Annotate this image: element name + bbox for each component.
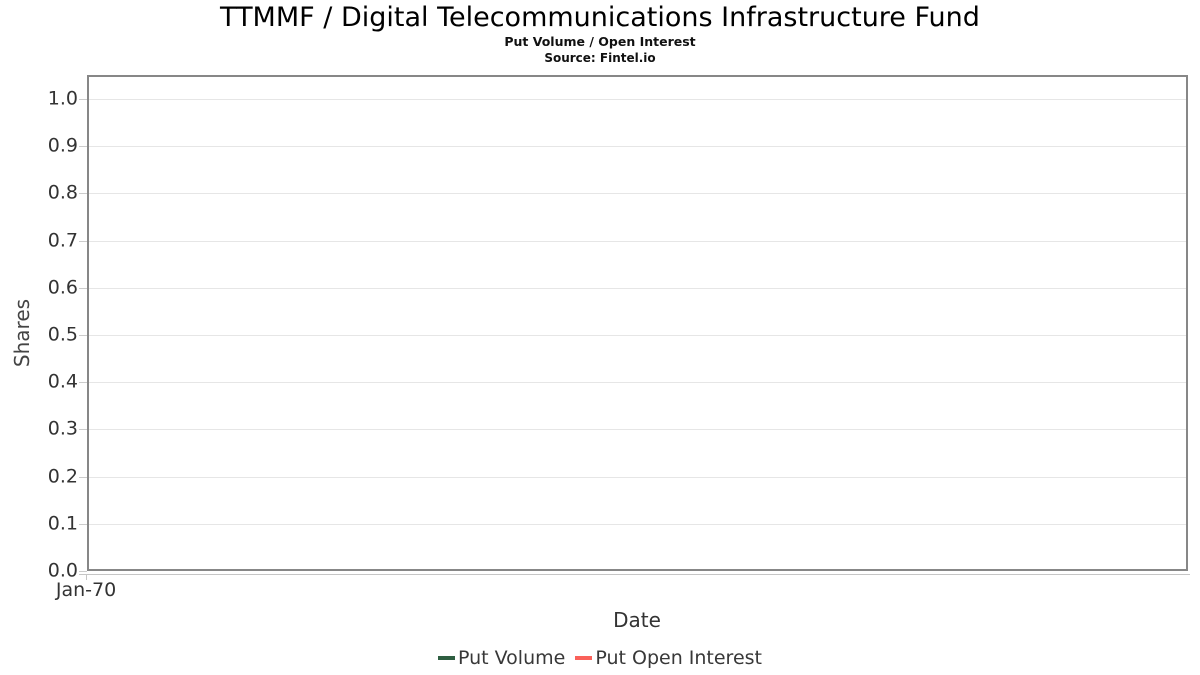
- chart-source: Source: Fintel.io: [544, 51, 656, 65]
- gridline: [89, 146, 1186, 148]
- y-axis-tick: [79, 429, 87, 431]
- x-tick-label: Jan-70: [55, 579, 117, 601]
- gridline: [89, 240, 1186, 242]
- y-tick-label: 0.4: [47, 370, 78, 393]
- y-axis-tick: [79, 382, 87, 384]
- gridline: [89, 382, 1186, 384]
- y-axis-tick: [79, 287, 87, 289]
- y-axis-tick: [79, 571, 87, 572]
- y-tick-label: 0.9: [47, 134, 78, 157]
- y-tick-label: 0.8: [47, 181, 78, 204]
- legend-item-put-volume[interactable]: Put Volume: [438, 647, 565, 669]
- legend-item-put-open-interest[interactable]: Put Open Interest: [575, 647, 762, 669]
- legend-line-swatch: [438, 656, 455, 660]
- plot-area: [87, 75, 1188, 571]
- x-axis-tick: [86, 574, 87, 580]
- y-tick-label: 1.0: [47, 87, 78, 110]
- chart-subtitle: Put Volume / Open Interest: [504, 34, 696, 49]
- y-axis-tick: [79, 193, 87, 195]
- gridline: [89, 476, 1186, 478]
- gridline: [89, 429, 1186, 431]
- y-axis-tick: [79, 99, 87, 100]
- x-axis-line: [79, 574, 1190, 575]
- legend: Put Volume Put Open Interest: [0, 647, 1200, 669]
- y-tick-label: 0.2: [47, 465, 78, 488]
- x-axis-title: Date: [613, 608, 661, 632]
- gridline: [89, 335, 1186, 336]
- y-axis-tick: [79, 523, 87, 525]
- y-axis-tick: [79, 335, 87, 336]
- y-axis-tick: [79, 476, 87, 478]
- y-tick-label: 0.6: [47, 276, 78, 299]
- y-tick-label: 0.5: [47, 323, 78, 346]
- y-axis-tick: [79, 146, 87, 148]
- gridline: [89, 193, 1186, 195]
- legend-label: Put Open Interest: [595, 647, 762, 669]
- y-tick-label: 0.3: [47, 417, 78, 440]
- y-tick-label: 0.7: [47, 229, 78, 252]
- gridline: [89, 99, 1186, 100]
- y-tick-label: 0.0: [47, 559, 78, 582]
- gridline: [89, 523, 1186, 525]
- chart-title: TTMMF / Digital Telecommunications Infra…: [220, 2, 980, 33]
- legend-line-swatch: [575, 656, 593, 660]
- y-tick-label: 0.1: [47, 512, 78, 535]
- legend-label: Put Volume: [458, 647, 566, 669]
- y-axis-tick: [79, 240, 87, 242]
- gridline: [89, 287, 1186, 289]
